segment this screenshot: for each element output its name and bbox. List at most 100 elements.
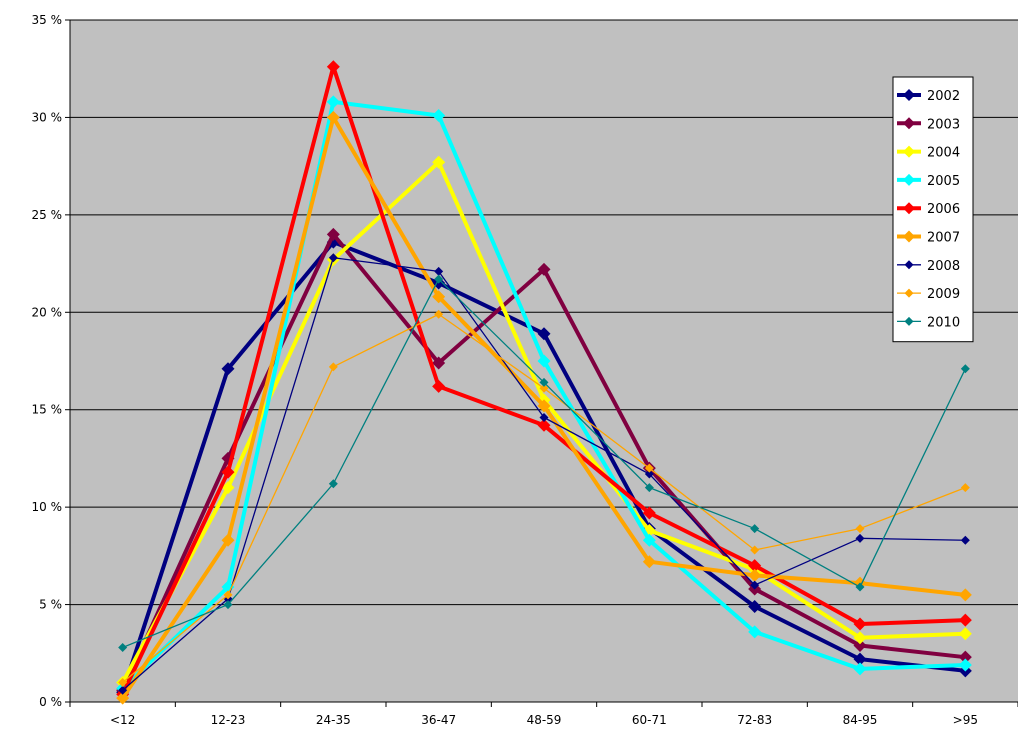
legend-label: 2003 bbox=[927, 117, 960, 132]
data-point bbox=[221, 533, 235, 547]
legend-label: 2009 bbox=[927, 287, 960, 302]
series-group bbox=[116, 60, 972, 705]
x-tick-label: 36-47 bbox=[421, 713, 456, 727]
legend-label: 2010 bbox=[927, 315, 960, 330]
data-point bbox=[328, 253, 338, 263]
series-2009 bbox=[118, 309, 970, 688]
data-point bbox=[642, 533, 656, 547]
data-point bbox=[750, 580, 760, 590]
legend: 2002 2003 2004 2005 2006 2007 2008 2009 2010 bbox=[892, 76, 974, 343]
series-2010 bbox=[118, 274, 970, 652]
legend-swatch-marker bbox=[904, 260, 914, 270]
data-point bbox=[221, 465, 235, 479]
data-point bbox=[958, 650, 972, 664]
data-point bbox=[960, 483, 970, 493]
data-point bbox=[748, 625, 762, 639]
y-tick-label: 20 % bbox=[32, 305, 63, 319]
y-tick-label: 5 % bbox=[39, 598, 62, 612]
x-tick-label: 84-95 bbox=[843, 713, 878, 727]
legend-label: 2006 bbox=[927, 202, 960, 217]
y-tick-label: 0 % bbox=[39, 695, 62, 709]
legend-swatch-marker bbox=[903, 117, 915, 130]
data-point bbox=[750, 545, 760, 555]
data-point bbox=[432, 155, 446, 169]
legend-item-2002: 2002 bbox=[897, 89, 960, 104]
data-point bbox=[960, 364, 970, 374]
data-point bbox=[960, 535, 970, 545]
x-tick-label: 60-71 bbox=[632, 713, 667, 727]
legend-item-2009: 2009 bbox=[897, 287, 960, 302]
data-point bbox=[539, 383, 549, 393]
y-tick-label: 35 % bbox=[32, 13, 63, 27]
data-point bbox=[853, 662, 867, 676]
data-point bbox=[116, 691, 130, 705]
legend-item-2005: 2005 bbox=[897, 173, 960, 189]
legend-swatch-marker bbox=[903, 230, 915, 243]
x-tick-label: 48-59 bbox=[527, 713, 562, 727]
legend-swatch-marker bbox=[903, 89, 915, 101]
data-point bbox=[221, 481, 235, 495]
data-point bbox=[958, 588, 972, 602]
data-point bbox=[537, 327, 551, 341]
data-point bbox=[328, 479, 338, 489]
x-tick-label: 12-23 bbox=[211, 713, 246, 727]
data-point bbox=[537, 418, 551, 432]
data-point bbox=[644, 483, 654, 493]
data-point bbox=[644, 469, 654, 479]
data-point bbox=[432, 379, 446, 393]
data-point bbox=[748, 559, 762, 573]
data-point bbox=[432, 290, 446, 304]
x-tick-label: 24-35 bbox=[316, 713, 351, 727]
y-axis-tick-labels: 0 % 5 % 10 % 15 % 20 % 25 % 30 % 35 % bbox=[32, 13, 63, 709]
legend-label: 2005 bbox=[927, 174, 960, 189]
legend-item-2007: 2007 bbox=[897, 230, 960, 246]
x-tick-label: <12 bbox=[110, 713, 135, 727]
legend-swatch-marker bbox=[903, 173, 915, 186]
data-point bbox=[221, 362, 235, 376]
legend-item-2003: 2003 bbox=[897, 117, 960, 132]
data-point bbox=[853, 631, 867, 645]
data-point bbox=[432, 108, 446, 122]
data-point bbox=[958, 613, 972, 627]
legend-swatch-marker bbox=[903, 145, 915, 158]
data-point bbox=[539, 413, 549, 423]
data-point bbox=[434, 274, 444, 284]
data-point bbox=[853, 638, 867, 652]
data-point bbox=[855, 533, 865, 543]
y-tick-label: 30 % bbox=[32, 110, 63, 124]
x-axis-tick-labels: <12 12-23 24-35 36-47 48-59 60-71 72-83 84-95 >9… bbox=[69, 702, 1018, 727]
data-point bbox=[748, 568, 762, 582]
data-point bbox=[855, 582, 865, 592]
axes bbox=[69, 20, 1018, 703]
data-point bbox=[118, 685, 128, 695]
legend-swatch-marker bbox=[904, 316, 914, 326]
data-point bbox=[958, 658, 972, 672]
data-point bbox=[537, 262, 551, 276]
legend-item-2010: 2010 bbox=[897, 315, 960, 330]
y-tick-label: 15 % bbox=[32, 403, 63, 417]
data-point bbox=[537, 354, 551, 368]
data-point bbox=[642, 555, 656, 569]
data-point bbox=[118, 642, 128, 652]
data-point bbox=[326, 95, 340, 109]
legend-item-2008: 2008 bbox=[897, 259, 960, 274]
data-point bbox=[748, 600, 762, 614]
data-point bbox=[432, 356, 446, 370]
data-point bbox=[853, 652, 867, 666]
data-point bbox=[853, 617, 867, 631]
data-point bbox=[537, 399, 551, 413]
series-2007 bbox=[116, 110, 972, 705]
data-point bbox=[326, 110, 340, 124]
data-point bbox=[118, 678, 128, 688]
data-point bbox=[328, 362, 338, 372]
data-point bbox=[539, 377, 549, 387]
legend-item-2004: 2004 bbox=[897, 145, 960, 161]
x-tick-label: >95 bbox=[953, 713, 978, 727]
legend-label: 2004 bbox=[927, 146, 960, 161]
data-point bbox=[223, 590, 233, 600]
y-tick-label: 25 % bbox=[32, 208, 63, 222]
data-point bbox=[434, 309, 444, 319]
legend-label: 2008 bbox=[927, 259, 960, 274]
x-tick-label: 72-83 bbox=[737, 713, 772, 727]
